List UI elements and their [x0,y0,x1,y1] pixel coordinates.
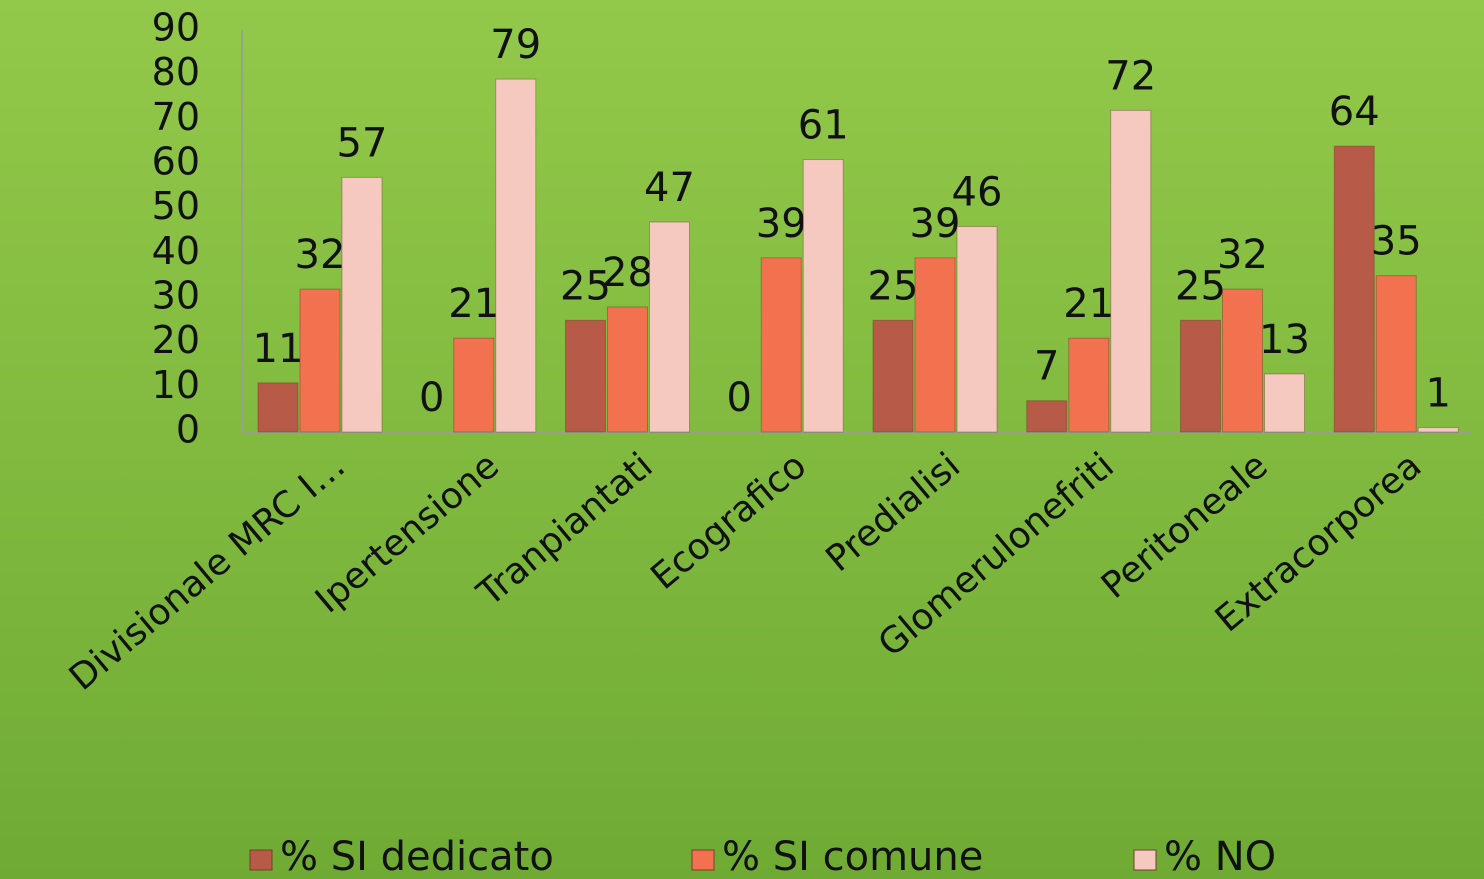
data-label: 32 [295,232,346,278]
data-label: 7 [1034,344,1059,390]
y-tick-label: 80 [152,50,200,94]
data-label: 21 [448,281,499,327]
bar [1068,337,1110,433]
bar [1180,319,1221,433]
y-tick-label: 20 [152,318,200,362]
y-tick-label: 50 [152,184,200,228]
bar [1026,400,1068,433]
bar [1375,275,1417,433]
data-label: 1 [1426,371,1451,417]
bar [607,306,648,433]
legend-label: % SI comune [722,834,983,879]
data-label: 64 [1329,89,1380,135]
legend-swatch [1133,849,1157,871]
data-label: 46 [952,170,1003,216]
data-label: 21 [1063,281,1114,327]
bar [453,337,495,433]
data-label: 57 [337,120,388,166]
data-label: 25 [868,263,919,309]
y-tick-label: 70 [152,95,200,139]
bar [495,78,537,433]
y-tick-label: 10 [152,363,200,407]
bar [565,319,606,433]
data-label: 32 [1217,232,1268,278]
data-label: 61 [798,103,849,149]
legend-label: % SI dedicato [280,834,554,879]
y-tick-label: 0 [176,408,200,452]
y-tick-label: 40 [152,229,200,273]
legend-label: % NO [1164,834,1276,879]
data-label: 72 [1105,53,1156,99]
y-tick-label: 60 [152,140,200,184]
y-tick-label: 30 [152,274,200,318]
y-tick-label: 90 [152,6,200,50]
bar [1264,373,1305,433]
data-label: 0 [419,375,444,421]
bar [802,159,844,433]
bar [872,319,914,433]
data-label: 35 [1371,219,1422,265]
bar [299,288,341,433]
data-label: 25 [1175,263,1226,309]
data-label: 28 [602,250,653,296]
data-label: 13 [1259,317,1310,363]
bar [914,257,956,433]
data-label: 39 [756,201,807,247]
legend-swatch [691,849,715,871]
bar [1417,427,1459,433]
legend-swatch [249,849,273,871]
data-label: 0 [727,375,752,421]
bar [1333,145,1375,433]
bar [1110,109,1152,433]
bar [760,257,802,433]
bar [1222,288,1263,433]
bar [649,221,690,433]
data-label: 79 [490,22,541,68]
bar [341,176,383,433]
data-label: 47 [644,165,695,211]
data-label: 39 [910,201,961,247]
bar [257,382,299,433]
data-label: 11 [253,326,304,372]
bar [956,226,998,433]
data-label: 25 [560,263,611,309]
